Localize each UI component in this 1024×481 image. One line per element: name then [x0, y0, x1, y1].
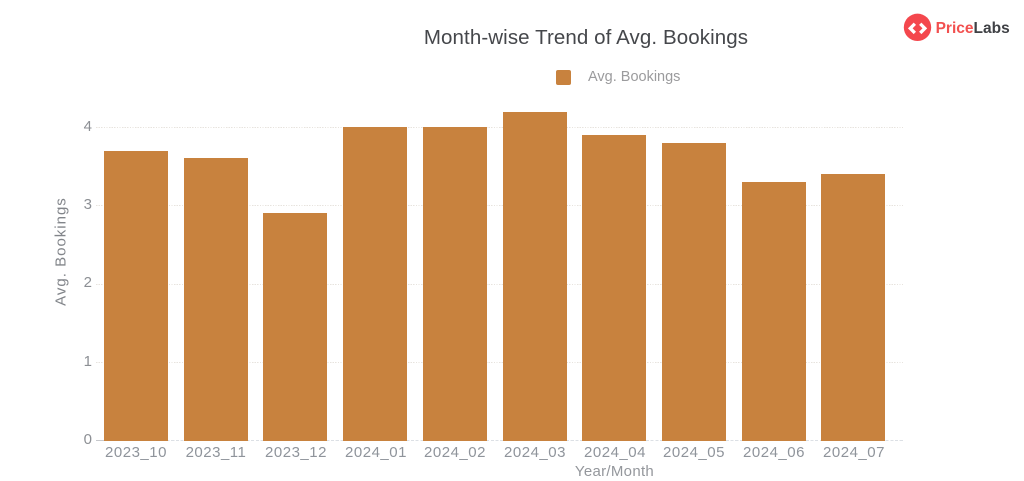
svg-text:PriceLabs: PriceLabs	[936, 20, 1010, 37]
